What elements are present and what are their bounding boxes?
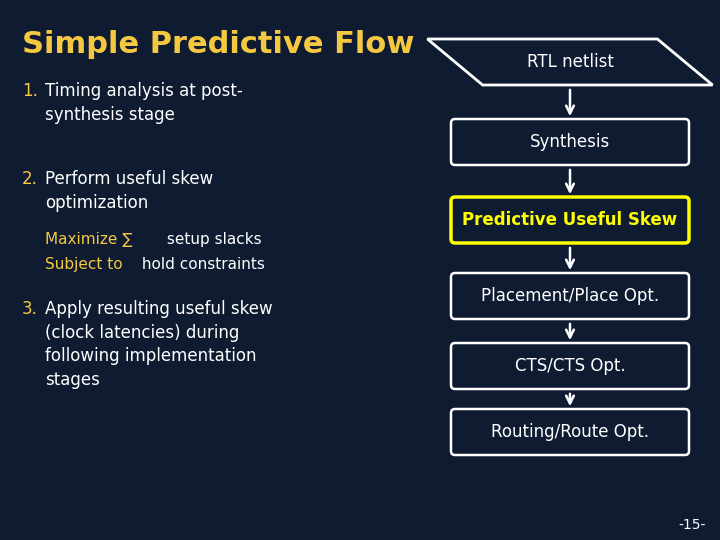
Text: Placement/Place Opt.: Placement/Place Opt. bbox=[481, 287, 659, 305]
Text: RTL netlist: RTL netlist bbox=[526, 53, 613, 71]
Text: Synthesis: Synthesis bbox=[530, 133, 610, 151]
Text: Simple Predictive Flow: Simple Predictive Flow bbox=[22, 30, 415, 59]
Text: hold constraints: hold constraints bbox=[137, 257, 265, 272]
Text: Perform useful skew
optimization: Perform useful skew optimization bbox=[45, 170, 213, 212]
Text: 2.: 2. bbox=[22, 170, 38, 188]
Text: CTS/CTS Opt.: CTS/CTS Opt. bbox=[515, 357, 625, 375]
Text: Routing/Route Opt.: Routing/Route Opt. bbox=[491, 423, 649, 441]
Text: 1.: 1. bbox=[22, 82, 38, 100]
Text: Timing analysis at post-
synthesis stage: Timing analysis at post- synthesis stage bbox=[45, 82, 243, 124]
Text: setup slacks: setup slacks bbox=[162, 232, 261, 247]
Text: Apply resulting useful skew
(clock latencies) during
following implementation
st: Apply resulting useful skew (clock laten… bbox=[45, 300, 273, 389]
Text: Maximize ∑: Maximize ∑ bbox=[45, 232, 132, 247]
Text: -15-: -15- bbox=[679, 518, 706, 532]
Text: Predictive Useful Skew: Predictive Useful Skew bbox=[462, 211, 678, 229]
Text: 3.: 3. bbox=[22, 300, 38, 318]
Text: Subject to: Subject to bbox=[45, 257, 122, 272]
